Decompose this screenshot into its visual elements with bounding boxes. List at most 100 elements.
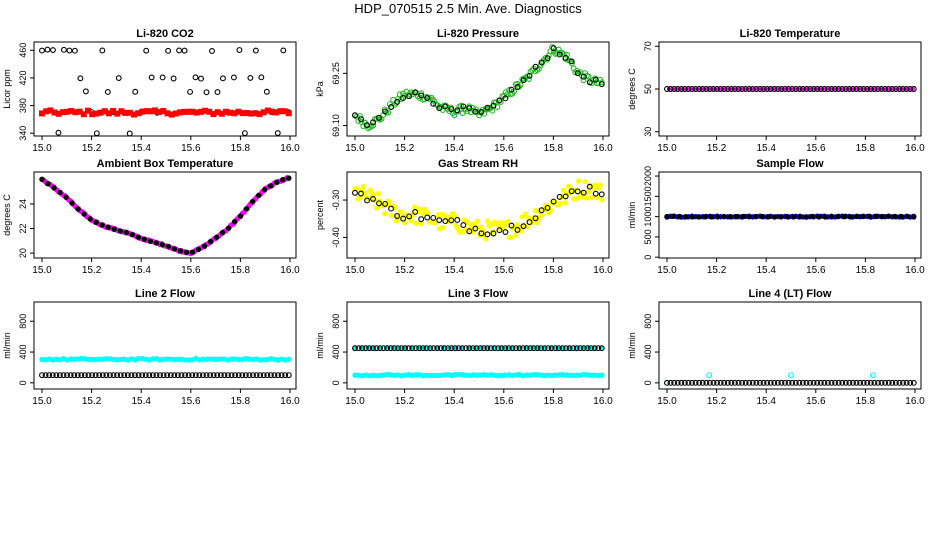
p1-xtick-label: 15.0 [32,143,52,154]
p1-red-point [80,111,87,118]
p5-yellow-point [411,204,418,210]
p5-black-point [538,207,545,214]
p1-red-point [93,110,100,117]
p8-black-point [598,345,605,352]
p6-black-point [778,214,784,220]
p8-black-point [448,345,455,352]
p9-black-point [857,379,864,386]
p1-black-point [104,88,111,95]
p3-black-point [796,86,803,92]
p8-black-point [588,345,594,352]
p8-black-point [480,345,487,352]
p6-black-point [784,213,790,220]
p6-ytick-label: 0 [643,255,653,260]
p3-black-point [821,86,828,92]
p6-black-point [727,213,733,220]
p1-red-point [172,110,179,117]
p1-red-point [126,109,133,116]
p1-xtick-label: 15.6 [181,143,201,154]
p7-xtick-label: 15.4 [131,396,151,407]
p9-xtick-label: 15.2 [707,396,727,407]
p7-black-point [185,372,192,379]
p5-black-point [388,205,395,212]
p3-black-point [710,86,717,92]
p7-black-point [282,372,289,379]
p7-black-point [246,372,253,379]
p8-black-point [559,345,566,352]
p5-black-point [496,227,503,234]
p7-black-point [139,372,146,379]
p8-black-point [584,345,591,352]
p8-ytick-label: 800 [331,314,341,329]
p3-black-point [803,86,810,92]
p5-black-point [514,226,521,233]
p5-yellow-point [388,212,395,219]
p2-black-point [406,93,413,100]
p7-black-point [250,372,256,379]
p7-black-point [232,372,239,379]
p1-red-point [105,110,112,117]
p6-xtick-label: 15.6 [806,265,826,276]
p7-ytick-label: 0 [18,380,28,385]
p1-red-point [239,110,246,117]
p1-red-point [72,109,79,116]
p1-red-point [218,110,225,117]
p9-black-point [889,379,896,386]
p6-black-point [847,214,854,220]
p1-red-point [285,110,292,117]
p3-xtick-label: 15.0 [657,143,677,154]
p5-yellow-point [557,200,564,207]
p9-black-point [867,379,874,386]
p1-red-point [273,109,280,116]
p1-red-point [147,108,154,115]
p9-black-point [907,379,914,386]
p1-red-point [227,109,234,116]
p5-yellow-point [360,183,366,190]
p4-black-point [123,229,129,236]
p4-title: Ambient Box Temperature [97,158,234,170]
p2-black-point [400,95,407,101]
p2-black-point [538,59,545,66]
p7-ylabel: ml/min [2,332,12,359]
p7-black-point [81,372,88,379]
p1-xtick-label: 15.8 [231,143,251,154]
p1-red-point [85,107,92,114]
p1-black-point [115,75,122,81]
p3-black-point [835,86,842,92]
p5-ytick-label: -0.40 [331,227,341,248]
p3-black-point [706,86,713,92]
p5-yellow-point [532,207,539,214]
p7-black-point [153,372,160,379]
p1-red-point [68,107,75,114]
p6-xtick-label: 15.0 [657,265,677,276]
p7-black-point [71,372,78,379]
p5-yellow-point [597,182,603,188]
p8-black-point [445,345,451,352]
p6-black-point [733,214,740,220]
p1-black-point [263,88,270,95]
p7-black-point [124,372,131,379]
p7-black-point [164,372,171,379]
p3-xtick-label: 15.6 [806,143,826,154]
p1-black-point [71,47,78,54]
p2-black-point [466,105,473,112]
p9-black-point [885,379,892,386]
p2-xtick-label: 15.6 [494,143,514,154]
p7-black-point [67,372,74,379]
p4-black-point [147,238,154,244]
p7-black-point [178,372,185,379]
p8-black-point [534,345,541,352]
p5-xtick-label: 15.0 [345,265,365,276]
p7-black-point [128,372,135,379]
p6-ytick-label: 1500 [643,186,653,206]
p1-red-point [185,108,192,115]
p2-black-point [550,45,557,52]
p5-black-point [574,188,581,195]
p2-green-point [525,76,532,82]
p9-ytick-label: 0 [643,380,653,385]
p6-black-point [721,213,727,220]
p2-black-point [586,79,593,86]
p7-black-point [56,372,63,379]
p7-black-point [121,372,128,379]
